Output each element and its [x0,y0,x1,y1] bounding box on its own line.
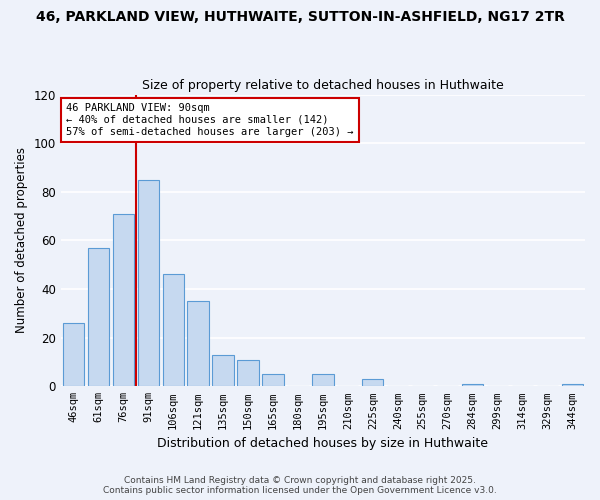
Text: 46 PARKLAND VIEW: 90sqm
← 40% of detached houses are smaller (142)
57% of semi-d: 46 PARKLAND VIEW: 90sqm ← 40% of detache… [66,104,353,136]
Bar [562,384,583,386]
X-axis label: Distribution of detached houses by size in Huthwaite: Distribution of detached houses by size … [157,437,488,450]
Bar [362,379,383,386]
Y-axis label: Number of detached properties: Number of detached properties [15,148,28,334]
Bar [262,374,284,386]
Title: Size of property relative to detached houses in Huthwaite: Size of property relative to detached ho… [142,79,504,92]
Bar [62,323,84,386]
Bar [113,214,134,386]
Bar [212,354,233,386]
Bar [187,301,209,386]
Text: 46, PARKLAND VIEW, HUTHWAITE, SUTTON-IN-ASHFIELD, NG17 2TR: 46, PARKLAND VIEW, HUTHWAITE, SUTTON-IN-… [35,10,565,24]
Bar [462,384,483,386]
Bar [238,360,259,386]
Bar [163,274,184,386]
Bar [137,180,159,386]
Bar [88,248,109,386]
Text: Contains HM Land Registry data © Crown copyright and database right 2025.
Contai: Contains HM Land Registry data © Crown c… [103,476,497,495]
Bar [312,374,334,386]
